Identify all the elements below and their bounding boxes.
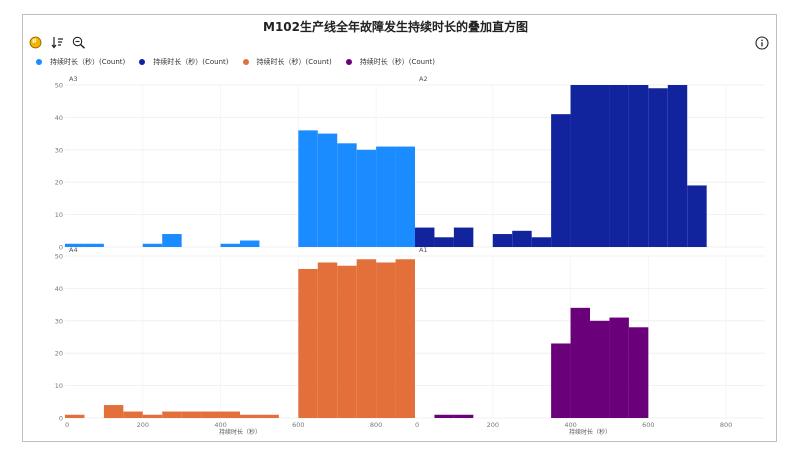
panel-label: A1 [419,246,428,254]
histogram-bar [123,411,143,418]
histogram-bar [628,327,649,418]
histogram-bar [142,243,163,247]
histogram-bar [415,227,435,247]
histogram-bar [356,259,377,418]
histogram-bar [240,240,260,247]
legend-item-a4[interactable]: 持续时长（秒）(Count) [242,57,332,67]
histogram-bar [395,259,415,418]
histogram-bar [648,88,668,248]
histogram-bar [220,243,240,247]
x-tick-label: 200 [487,421,499,429]
histogram-bar [298,130,318,247]
histogram-bar [298,268,318,418]
histogram-bar [453,414,474,418]
legend-label: 持续时长（秒）(Count) [50,58,126,66]
histogram-bar [492,234,513,247]
histogram-bar [512,230,532,247]
y-tick-label: 0 [59,244,63,252]
legend-dot [345,59,352,65]
histogram-bar [142,414,163,418]
histogram-bar [259,414,279,418]
x-tick-label: 800 [370,421,382,429]
histogram-bar [240,414,260,418]
y-tick-label: 20 [55,350,63,358]
histogram-bar [201,411,221,418]
histogram-bar [551,343,571,418]
legend-dot [139,59,146,65]
histogram-bar [65,243,85,247]
panel-label: A4 [69,246,78,254]
x-tick-label: 600 [292,421,304,429]
legend-item-a3[interactable]: 持续时长（秒）(Count) [36,57,125,67]
histogram-bar [103,405,124,418]
zoom-out-icon[interactable] [72,35,86,49]
chart-legend: 持续时长（秒）(Count) 持续时长（秒）(Count) 持续时长（秒）(Co… [36,57,435,67]
histogram-bar [65,414,85,418]
histogram-bar [434,414,454,418]
histogram-bar [220,411,240,418]
x-tick-label: 800 [720,421,732,429]
histogram-bar [570,307,590,418]
histogram-bar [317,133,338,247]
histogram-bar [317,262,338,418]
legend-label: 持续时长（秒）(Count) [256,58,332,66]
histogram-bar [590,320,610,418]
y-tick-label: 30 [55,317,63,325]
y-tick-label: 0 [59,415,63,423]
y-tick-label: 20 [55,179,63,187]
histogram-bar [628,85,649,247]
histogram-bar [376,146,396,247]
legend-item-a2[interactable]: 持续时长（秒）(Count) [139,57,229,67]
legend-label: 持续时长（秒）(Count) [359,58,435,66]
panel-label: A3 [69,75,78,83]
x-tick-label: 200 [137,421,149,429]
histogram-bar [609,85,629,247]
histogram-bar [590,85,610,247]
y-tick-label: 40 [55,114,63,122]
chart-toolbar [28,34,86,50]
y-tick-label: 40 [55,285,63,293]
histogram-bar [356,149,377,247]
x-axis-title: 持续时长（秒） [569,428,611,436]
histogram-bar [162,411,182,418]
histogram-bar [162,234,182,247]
histogram-bar [434,237,454,247]
legend-item-a1[interactable]: 持续时长（秒）(Count) [345,57,435,67]
info-icon[interactable] [755,35,769,50]
x-tick-label: 600 [642,421,654,429]
histogram-bar [337,143,357,247]
legend-dot [242,59,249,65]
x-axis-title: 持续时长（秒） [219,428,261,436]
y-tick-label: 10 [55,382,63,390]
histogram-bar [376,262,396,418]
y-tick-label: 30 [55,146,63,154]
y-tick-label: 50 [55,253,63,261]
y-tick-label: 50 [55,82,63,90]
histogram-bar [531,237,552,247]
histogram-bar [84,243,104,247]
histogram-bar [337,265,357,418]
sort-icon[interactable] [50,35,64,49]
x-tick-label: 0 [415,421,419,429]
x-tick-label: 0 [65,421,69,429]
histogram-bar [609,317,629,418]
legend-label: 持续时长（秒）(Count) [153,58,229,66]
x-tick-label: 400 [214,421,226,429]
legend-dot [36,59,42,65]
panel-label: A2 [419,75,428,83]
histogram-bar [570,85,590,247]
histogram-bar [551,114,571,247]
chart-title: M102生产线全年故障发生持续时长的叠加直方图 [263,20,528,34]
histogram-bar [453,227,474,247]
histogram-bar [181,411,202,418]
histogram-bar [667,85,688,247]
x-tick-label: 400 [564,421,576,429]
hand-icon[interactable] [28,35,42,49]
histogram-bar [687,185,707,247]
y-tick-label: 10 [55,211,63,219]
histogram-bar [395,146,415,247]
